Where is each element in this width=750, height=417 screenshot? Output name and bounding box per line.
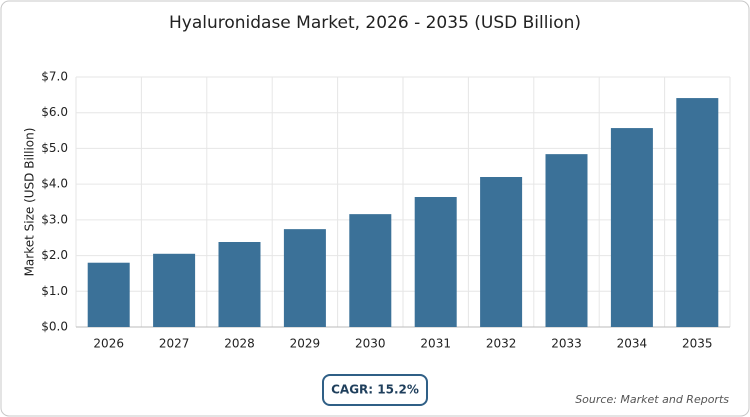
x-tick-label: 2032 xyxy=(486,337,517,351)
bar xyxy=(545,154,588,327)
chart-title: Hyaluronidase Market, 2026 - 2035 (USD B… xyxy=(169,13,581,33)
x-tick-label: 2029 xyxy=(290,337,321,351)
y-axis-label: Market Size (USD Billion) xyxy=(23,128,37,277)
bar xyxy=(676,98,719,327)
bar xyxy=(480,177,523,327)
x-tick-label: 2031 xyxy=(420,337,451,351)
bar xyxy=(283,229,326,327)
bar xyxy=(153,253,196,327)
y-tick-label: $1.0 xyxy=(41,284,68,298)
cagr-box xyxy=(322,374,428,406)
x-tick-label: 2030 xyxy=(355,337,386,351)
x-tick-label: 2027 xyxy=(159,337,190,351)
bar xyxy=(349,214,392,327)
y-tick-label: $2.0 xyxy=(41,248,68,262)
bar xyxy=(414,197,457,327)
y-tick-label: $6.0 xyxy=(41,105,68,119)
y-tick-label: $3.0 xyxy=(41,212,68,226)
y-tick-label: $0.0 xyxy=(41,320,68,334)
source-note: Source: Market and Reports xyxy=(575,393,729,406)
bar xyxy=(218,242,261,327)
y-tick-label: $4.0 xyxy=(41,177,68,191)
x-tick-label: 2035 xyxy=(682,337,713,351)
x-tick-label: 2026 xyxy=(93,337,124,351)
cagr-label: CAGR: 15.2% xyxy=(331,383,419,397)
x-tick-label: 2034 xyxy=(617,337,648,351)
bar xyxy=(87,262,130,327)
bar xyxy=(610,128,653,327)
x-tick-label: 2033 xyxy=(551,337,582,351)
x-tick-label: 2028 xyxy=(224,337,255,351)
y-tick-label: $5.0 xyxy=(41,141,68,155)
y-tick-label: $7.0 xyxy=(41,70,68,84)
